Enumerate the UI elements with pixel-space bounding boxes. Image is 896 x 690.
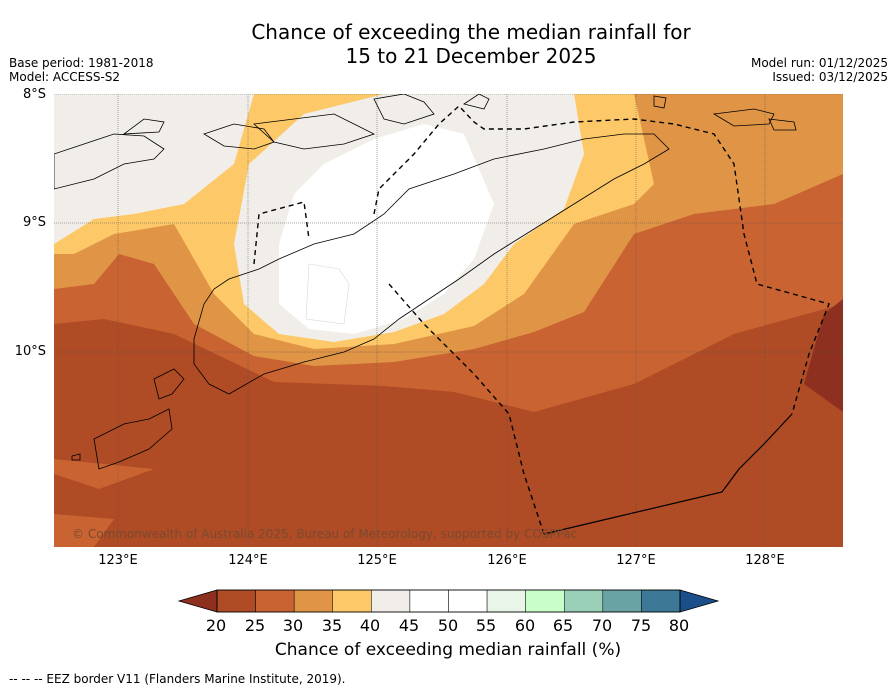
cb-tick-80: 80 <box>668 616 690 635</box>
issued-date: Issued: 03/12/2025 <box>772 70 888 84</box>
cb-tick-35: 35 <box>321 616 343 635</box>
atauro-island <box>463 94 490 110</box>
colorbar-cell <box>255 589 295 613</box>
lon-label-126e: 126°E <box>487 553 527 568</box>
colorbar-cell <box>564 589 604 613</box>
band-40-45-west <box>54 94 254 244</box>
meta-right: Model run: 01/12/2025 Issued: 03/12/2025 <box>751 56 888 84</box>
colorbar-cell <box>486 589 526 613</box>
meta-left: Base period: 1981-2018 Model: ACCESS-S2 <box>9 56 154 84</box>
colorbar <box>177 589 720 613</box>
eez-border <box>253 105 830 535</box>
timor-island <box>193 133 670 395</box>
coastlines <box>54 94 797 470</box>
title-line-2: 15 to 21 December 2025 <box>345 44 597 68</box>
colorbar-extend-high <box>679 589 720 613</box>
copyright-notice: © Commonwealth of Australia 2025, Bureau… <box>72 527 577 541</box>
colorbar-cell <box>371 589 411 613</box>
small-island-3 <box>768 118 797 131</box>
cb-tick-50: 50 <box>437 616 459 635</box>
small-island-2 <box>653 95 667 109</box>
lon-label-123e: 123°E <box>98 553 138 568</box>
semau-island <box>153 368 185 400</box>
cb-tick-70: 70 <box>591 616 613 635</box>
ndao-island <box>71 453 81 461</box>
colorbar-label: Chance of exceeding median rainfall (%) <box>274 640 622 660</box>
lat-label-9s: 9°S <box>22 215 46 230</box>
colorbar-cell <box>602 589 642 613</box>
colorbar-extend-low <box>177 589 218 613</box>
colorbar-cell <box>641 589 681 613</box>
model-run: Model run: 01/12/2025 <box>750 56 888 70</box>
small-island-1 <box>122 118 165 135</box>
cb-tick-45: 45 <box>398 616 420 635</box>
lon-label-127e: 127°E <box>616 553 656 568</box>
lon-label-128e: 128°E <box>745 553 785 568</box>
colorbar-cell <box>409 589 449 613</box>
title-line-1: Chance of exceeding the median rainfall … <box>251 20 691 44</box>
cb-tick-75: 75 <box>630 616 652 635</box>
colorbar-frame <box>216 589 681 613</box>
colorbar-cell <box>525 589 565 613</box>
cb-tick-60: 60 <box>514 616 536 635</box>
model-name: Model: ACCESS-S2 <box>9 70 121 84</box>
colorbar-cells <box>177 589 720 613</box>
cb-tick-30: 30 <box>282 616 304 635</box>
base-period: Base period: 1981-2018 <box>9 56 154 70</box>
eez-legend-note: -- -- -- EEZ border V11 (Flanders Marine… <box>9 672 346 686</box>
cb-tick-40: 40 <box>359 616 381 635</box>
cb-tick-55: 55 <box>475 616 497 635</box>
alor-island-east <box>253 113 376 150</box>
eez-oecusse <box>253 201 310 265</box>
lat-label-10s: 10°S <box>14 344 46 359</box>
colorbar-cell <box>293 589 333 613</box>
cb-tick-25: 25 <box>244 616 266 635</box>
map-gridlines <box>54 94 843 547</box>
flores-island <box>54 133 165 190</box>
rote-island <box>93 408 173 470</box>
colorbar-cell <box>332 589 372 613</box>
band-below-20 <box>804 299 843 412</box>
map-title: Chance of exceeding the median rainfall … <box>0 20 896 68</box>
colorbar-cell <box>448 589 488 613</box>
cb-tick-20: 20 <box>205 616 227 635</box>
lon-label-125e: 125°E <box>357 553 397 568</box>
lon-label-124e: 124°E <box>228 553 268 568</box>
colorbar-cell <box>216 589 256 613</box>
eez-north-east <box>373 105 830 415</box>
eez-south-solid <box>543 413 793 535</box>
cb-tick-65: 65 <box>552 616 574 635</box>
rainfall-map: © Commonwealth of Australia 2025, Bureau… <box>54 94 843 547</box>
lat-label-8s: 8°S <box>22 87 46 102</box>
band-45-50-pocket <box>305 263 350 325</box>
wetar-island <box>373 94 435 125</box>
